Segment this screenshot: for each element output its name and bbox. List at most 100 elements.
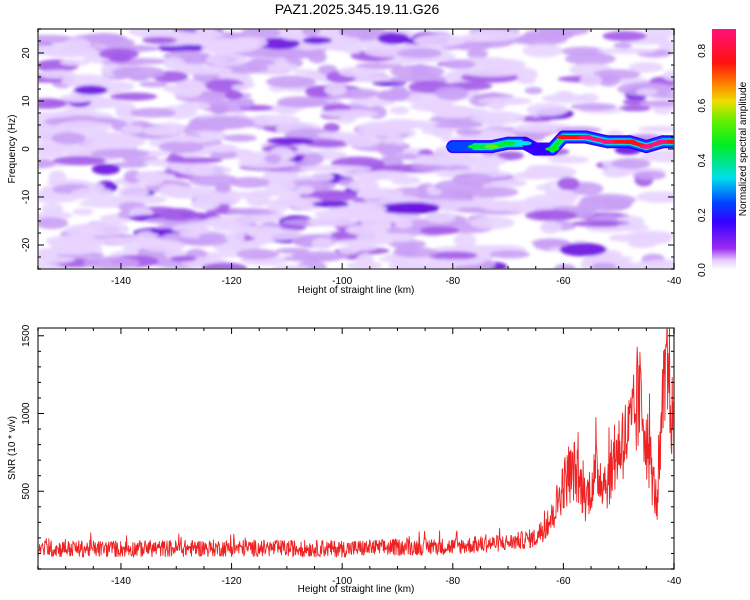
noise-blob xyxy=(413,34,467,47)
x-tick-label: -40 xyxy=(667,576,682,587)
ridge-point xyxy=(467,144,482,149)
x-tick-label: -80 xyxy=(446,576,461,587)
noise-blob xyxy=(206,143,238,153)
noise-blob xyxy=(302,152,324,166)
noise-blob xyxy=(264,153,282,164)
noise-blob xyxy=(424,212,456,224)
spectrogram-noise xyxy=(38,29,674,269)
noise-blob xyxy=(229,177,270,188)
ridge-point xyxy=(517,141,532,146)
noise-blob xyxy=(38,158,56,169)
spectrogram-x-axis: -140 -120 -100 -80 -60 -40 xyxy=(37,29,682,287)
noise-blob xyxy=(552,171,573,179)
noise-blob xyxy=(376,89,410,102)
noise-blob xyxy=(662,70,674,82)
noise-blob xyxy=(173,88,202,98)
ridge-point xyxy=(578,134,593,140)
noise-blob xyxy=(166,192,213,199)
noise-blob xyxy=(386,233,416,242)
noise-blob xyxy=(618,105,652,112)
noise-blob xyxy=(429,122,485,129)
noise-blob xyxy=(141,239,186,252)
noise-blob xyxy=(639,100,674,107)
noise-blob xyxy=(262,172,301,184)
noise-blob xyxy=(211,224,259,232)
colorbar-tick-label: 0.0 xyxy=(697,263,708,277)
noise-blob xyxy=(201,262,248,269)
noise-blob xyxy=(346,261,383,269)
noise-blob xyxy=(358,187,404,200)
noise-blob xyxy=(531,238,570,248)
noise-blob xyxy=(266,204,288,212)
spectrogram-y-axis: -20 -10 0 10 20 xyxy=(21,28,674,270)
noise-blob xyxy=(468,29,521,42)
noise-blob xyxy=(111,66,166,80)
noise-blob xyxy=(333,238,393,246)
noise-blob xyxy=(496,151,524,161)
noise-blob xyxy=(628,62,664,73)
noise-blob xyxy=(390,64,445,79)
noise-blob xyxy=(111,161,149,168)
snr-y-label: SNR (10 * v/v) xyxy=(7,416,18,480)
noise-blob xyxy=(467,49,488,59)
noise-blob xyxy=(377,143,405,156)
noise-blob xyxy=(296,185,315,195)
noise-blob xyxy=(389,106,410,115)
noise-blob xyxy=(489,250,530,259)
y-tick-label: 500 xyxy=(21,482,32,499)
noise-blob xyxy=(351,75,392,82)
noise-blob xyxy=(312,200,350,208)
noise-blob xyxy=(479,202,522,211)
x-tick-label: -80 xyxy=(446,276,461,287)
snr-series xyxy=(38,328,674,558)
noise-blob xyxy=(231,84,249,91)
noise-blob xyxy=(470,216,515,230)
noise-blob xyxy=(195,116,255,130)
noise-blob xyxy=(456,207,489,213)
noise-blob xyxy=(388,239,427,249)
noise-blob xyxy=(602,30,647,42)
noise-blob xyxy=(227,208,278,216)
noise-blob xyxy=(190,198,220,211)
snr-frame xyxy=(37,327,675,570)
noise-blob xyxy=(323,122,340,133)
noise-blob xyxy=(237,97,255,108)
noise-blob xyxy=(266,137,315,145)
noise-blob xyxy=(377,32,410,45)
colorbar-tick-label: 0.8 xyxy=(697,44,708,58)
noise-blob xyxy=(181,65,233,75)
noise-blob xyxy=(645,29,674,41)
ridge-point xyxy=(484,144,499,149)
noise-blob xyxy=(434,86,469,101)
noise-blob xyxy=(117,186,150,198)
noise-blob xyxy=(177,164,232,177)
snr-line xyxy=(38,328,674,558)
snr-x-label: Height of straight line (km) xyxy=(298,584,415,595)
noise-blob xyxy=(59,59,90,66)
noise-blob xyxy=(420,226,459,235)
noise-blob xyxy=(178,101,211,110)
noise-blob xyxy=(110,92,158,101)
noise-blob xyxy=(637,125,674,133)
noise-blob xyxy=(142,126,183,136)
ridge-point xyxy=(622,139,637,144)
noise-blob xyxy=(91,163,121,175)
noise-blob xyxy=(277,96,329,108)
noise-blob xyxy=(434,179,484,193)
noise-blob xyxy=(352,170,408,181)
noise-blob xyxy=(524,87,543,95)
noise-blob xyxy=(70,187,115,200)
noise-blob xyxy=(244,114,301,126)
y-tick-label: 0 xyxy=(21,146,32,152)
noise-blob xyxy=(205,215,264,226)
noise-blob xyxy=(437,158,457,166)
noise-blob xyxy=(602,167,626,178)
ridge-point xyxy=(655,139,670,144)
noise-blob xyxy=(511,126,565,133)
x-tick-label: -60 xyxy=(556,276,571,287)
noise-blob xyxy=(236,248,279,260)
noise-blob xyxy=(636,88,658,96)
noise-blob xyxy=(564,52,616,66)
noise-blob xyxy=(302,36,333,45)
x-tick-label: -100 xyxy=(332,576,352,587)
